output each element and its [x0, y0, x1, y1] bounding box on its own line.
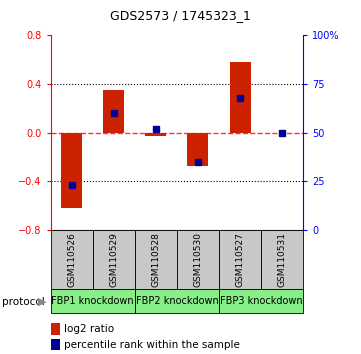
Text: GSM110527: GSM110527: [236, 232, 244, 287]
Text: GSM110528: GSM110528: [151, 232, 160, 287]
Bar: [261, 230, 303, 289]
Text: log2 ratio: log2 ratio: [64, 324, 114, 334]
Text: FBP1 knockdown: FBP1 knockdown: [51, 296, 134, 306]
Text: GSM110530: GSM110530: [193, 232, 203, 287]
Bar: [51, 289, 135, 313]
Text: FBP2 knockdown: FBP2 knockdown: [135, 296, 218, 306]
Bar: [177, 230, 219, 289]
Bar: [230, 62, 251, 133]
Bar: [145, 133, 166, 136]
Bar: [61, 133, 82, 208]
Text: GSM110531: GSM110531: [278, 232, 287, 287]
Bar: [135, 230, 177, 289]
Bar: [51, 230, 93, 289]
Text: GSM110526: GSM110526: [67, 232, 76, 287]
Bar: [135, 289, 219, 313]
Bar: [103, 90, 124, 133]
Bar: [93, 230, 135, 289]
Text: GDS2573 / 1745323_1: GDS2573 / 1745323_1: [110, 9, 251, 22]
Bar: [187, 133, 208, 166]
Text: protocol: protocol: [2, 297, 44, 307]
Text: percentile rank within the sample: percentile rank within the sample: [64, 340, 240, 350]
Text: GSM110529: GSM110529: [109, 232, 118, 287]
Bar: [219, 289, 303, 313]
Bar: [219, 230, 261, 289]
Text: ▶: ▶: [38, 297, 47, 307]
Text: FBP3 knockdown: FBP3 knockdown: [220, 296, 303, 306]
